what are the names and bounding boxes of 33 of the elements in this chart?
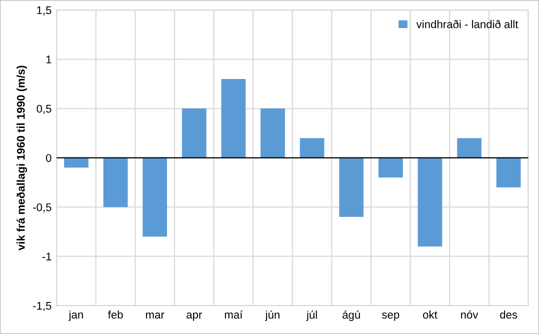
x-tick-label: nóv <box>461 310 478 319</box>
y-tick-label: -0,5 <box>33 203 52 213</box>
y-axis-title: vik frá meðallagi 1960 til 1990 (m/s) <box>16 66 28 250</box>
bar <box>300 138 324 158</box>
bar <box>260 108 285 158</box>
bar <box>182 108 206 158</box>
x-tick-label: jún <box>265 310 280 321</box>
x-tick-label: jan <box>68 310 83 321</box>
legend-label: vindhraði - landið allt <box>416 20 518 28</box>
x-tick-label: ágú <box>342 310 360 321</box>
bar <box>339 158 364 217</box>
x-tick-label: sep <box>382 312 400 321</box>
bar <box>142 158 168 237</box>
bar <box>457 138 482 158</box>
x-tick-label: okt <box>423 310 438 319</box>
x-tick-label: des <box>500 310 518 319</box>
x-tick-label: apr <box>186 312 202 321</box>
bar <box>496 158 521 188</box>
bar <box>103 158 128 208</box>
y-tick-label: -1,5 <box>33 302 52 312</box>
x-tick-label: maí <box>224 310 243 319</box>
bar <box>378 158 403 178</box>
y-tick-label: -1 <box>42 252 52 260</box>
x-tick-label: júl <box>306 310 317 321</box>
bar <box>64 158 88 168</box>
y-tick-label: 1 <box>46 56 52 64</box>
y-tick-label: 0 <box>46 154 52 162</box>
y-tick-label: 0,5 <box>36 104 52 114</box>
x-tick-label: feb <box>108 310 123 319</box>
x-tick-label: mar <box>146 312 164 319</box>
y-tick-label: 1,5 <box>37 6 52 16</box>
bar <box>221 78 246 158</box>
bar <box>418 158 442 246</box>
